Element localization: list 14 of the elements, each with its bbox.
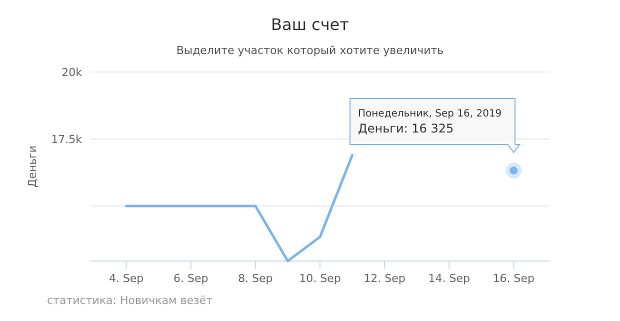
y-tick-label: 20k <box>62 66 83 79</box>
x-tick-label: 4. Sep <box>108 272 144 285</box>
x-tick-label: 6. Sep <box>174 272 208 285</box>
text: статистика: Новичкам везёт <box>47 294 214 307</box>
x-tick-label: 12. Sep <box>364 272 406 285</box>
y-axis-title: Деньги <box>26 146 39 188</box>
annotation: Понедельник, Sep 16, 2019 Деньги: 16 325 <box>358 108 502 136</box>
x-tick-label: 10. Sep <box>299 272 341 285</box>
x-tick-label: 8. Sep <box>238 272 273 285</box>
chart-title: Ваш счет <box>271 15 349 34</box>
y-tick-label: 17.5k <box>51 133 83 146</box>
x-tick-label: 16. Sep <box>492 272 535 285</box>
x-tick-label: 14. Sep <box>428 272 470 285</box>
chart-subtitle: Выделите участок который хотите увеличить <box>176 44 444 57</box>
